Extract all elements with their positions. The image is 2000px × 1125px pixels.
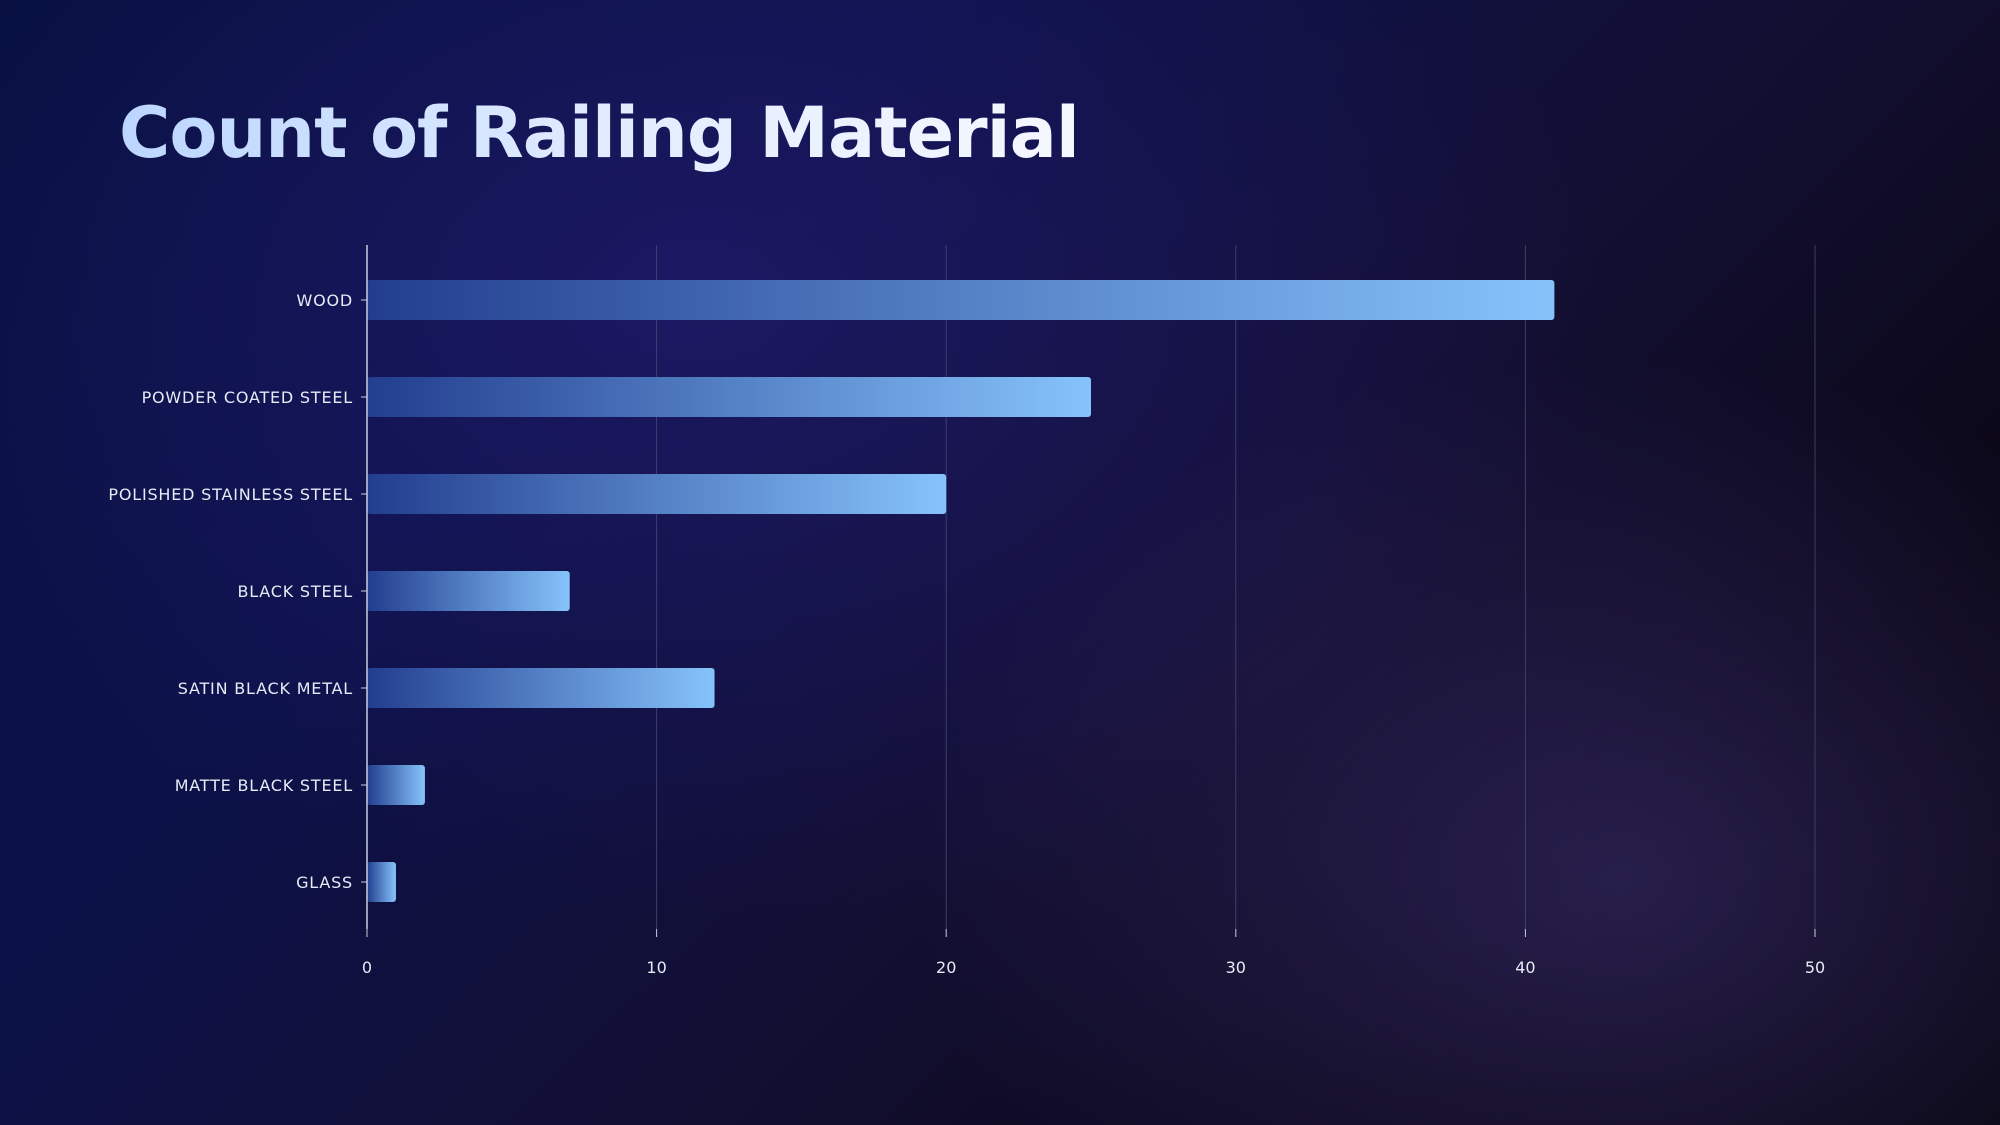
x-tick-label: 40 [1515, 958, 1535, 977]
bar [367, 474, 947, 514]
bar [367, 668, 715, 708]
category-label: WOOD [296, 291, 353, 310]
axes [361, 245, 1816, 937]
category-label: POWDER COATED STEEL [142, 388, 353, 407]
x-tick-label: 50 [1805, 958, 1825, 977]
bars [367, 280, 1555, 902]
x-tick-label: 0 [362, 958, 372, 977]
bar [367, 377, 1091, 417]
category-label: POLISHED STAINLESS STEEL [108, 485, 353, 504]
bar [367, 862, 396, 902]
bar [367, 571, 570, 611]
gridlines [656, 245, 1816, 929]
x-tick-label: 10 [646, 958, 666, 977]
category-label: BLACK STEEL [237, 582, 353, 601]
chart-title: Count of Railing Material [119, 92, 1080, 174]
category-label: GLASS [296, 873, 353, 892]
x-tick-label: 30 [1226, 958, 1246, 977]
bar [367, 280, 1555, 320]
category-label: MATTE BLACK STEEL [175, 776, 353, 795]
bar [367, 765, 425, 805]
labels: 0 10 20 30 40 50 WOOD POWDER COATED STEEL POLISH… [108, 291, 1825, 977]
x-tick-label: 20 [936, 958, 956, 977]
category-label: SATIN BLACK METAL [178, 679, 353, 698]
